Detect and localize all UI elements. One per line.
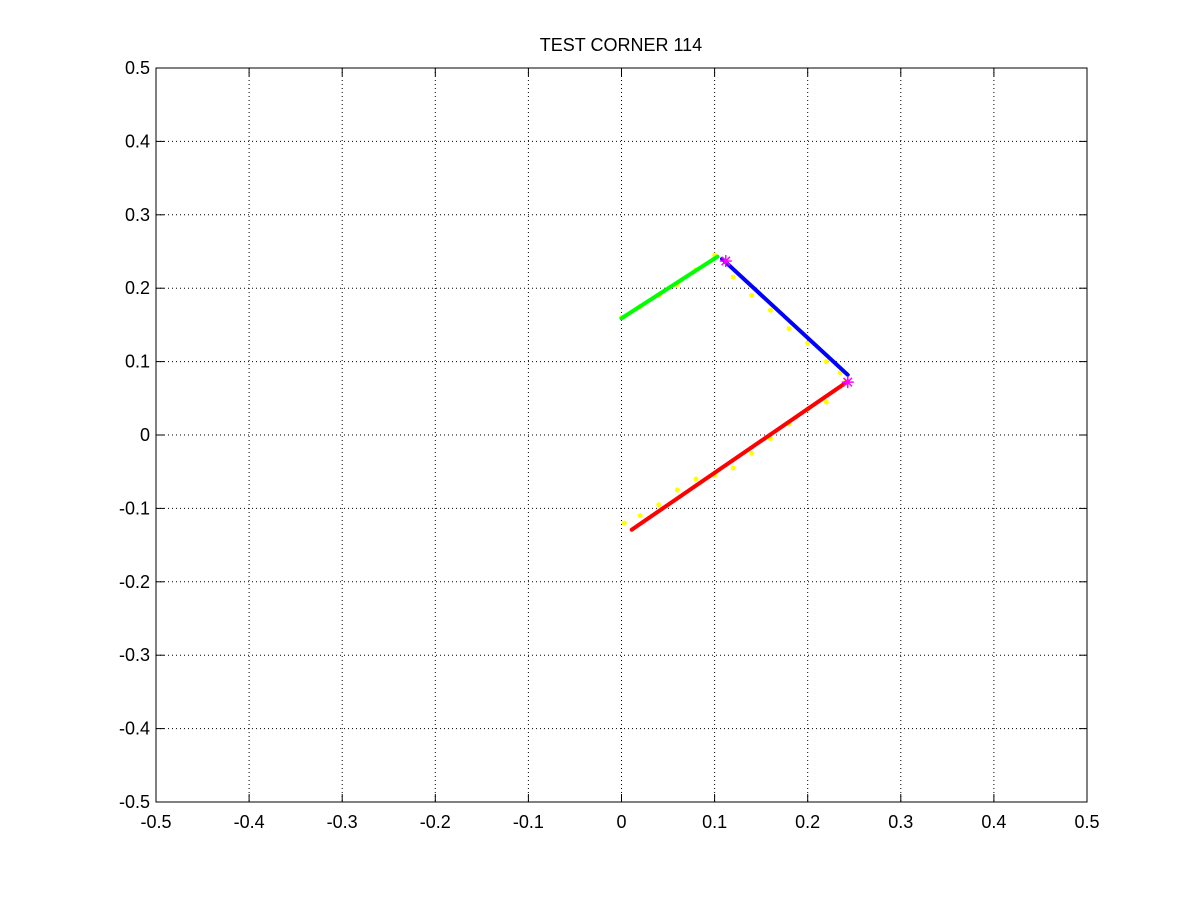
y-tick-label: -0.4 (119, 719, 150, 739)
y-tick-label: 0.2 (125, 278, 150, 298)
x-tick-label: 0.5 (1074, 812, 1099, 832)
data-point (637, 513, 643, 519)
x-tick-label: -0.5 (140, 812, 171, 832)
plot-area (156, 68, 1087, 802)
fitted-line-segments (619, 254, 850, 532)
chart-title: TEST CORNER 114 (540, 35, 702, 55)
data-point (786, 326, 792, 332)
y-tick-label: -0.3 (119, 645, 150, 665)
y-tick-label: -0.5 (119, 792, 150, 812)
data-point (621, 520, 627, 526)
y-tick-label: 0.1 (125, 352, 150, 372)
y-tick-labels: -0.5 -0.4 -0.3 -0.2 -0.1 0 0.1 0.2 0.3 0.4 0.5 (119, 58, 150, 812)
x-tick-label: -0.3 (327, 812, 358, 832)
y-tick-label: 0.3 (125, 205, 150, 225)
series-line (619, 254, 720, 321)
x-tick-label: 0.4 (981, 812, 1006, 832)
x-tick-label: 0 (616, 812, 626, 832)
x-tick-label: -0.4 (234, 812, 265, 832)
x-tick-label: 0.1 (702, 812, 727, 832)
data-point (767, 307, 773, 313)
y-tick-label: 0.5 (125, 58, 150, 78)
data-point (730, 274, 736, 280)
data-point (823, 359, 829, 365)
x-tick-label: -0.1 (513, 812, 544, 832)
x-tick-label: 0.2 (795, 812, 820, 832)
data-point (749, 293, 755, 299)
series-line (720, 256, 850, 377)
y-tick-label: -0.2 (119, 572, 150, 592)
data-point (823, 399, 829, 405)
corner-markers (719, 255, 854, 389)
x-tick-labels: -0.5 -0.4 -0.3 -0.2 -0.1 0 0.1 0.2 0.3 0.4 0.5 (140, 812, 1099, 832)
data-point (656, 502, 662, 508)
axes-frame (155, 67, 1088, 803)
y-tick-label: 0 (140, 425, 150, 445)
y-tick-label: -0.1 (119, 498, 150, 518)
data-point (674, 487, 680, 493)
corner-marker (719, 255, 732, 268)
data-point (805, 340, 811, 346)
x-tick-label: 0.3 (888, 812, 913, 832)
data-point (693, 476, 699, 482)
y-tick-label: 0.4 (125, 131, 150, 151)
x-tick-label: -0.2 (420, 812, 451, 832)
series-line (629, 379, 850, 532)
corner-marker (841, 376, 854, 389)
data-point (749, 450, 755, 456)
data-point (730, 465, 736, 471)
